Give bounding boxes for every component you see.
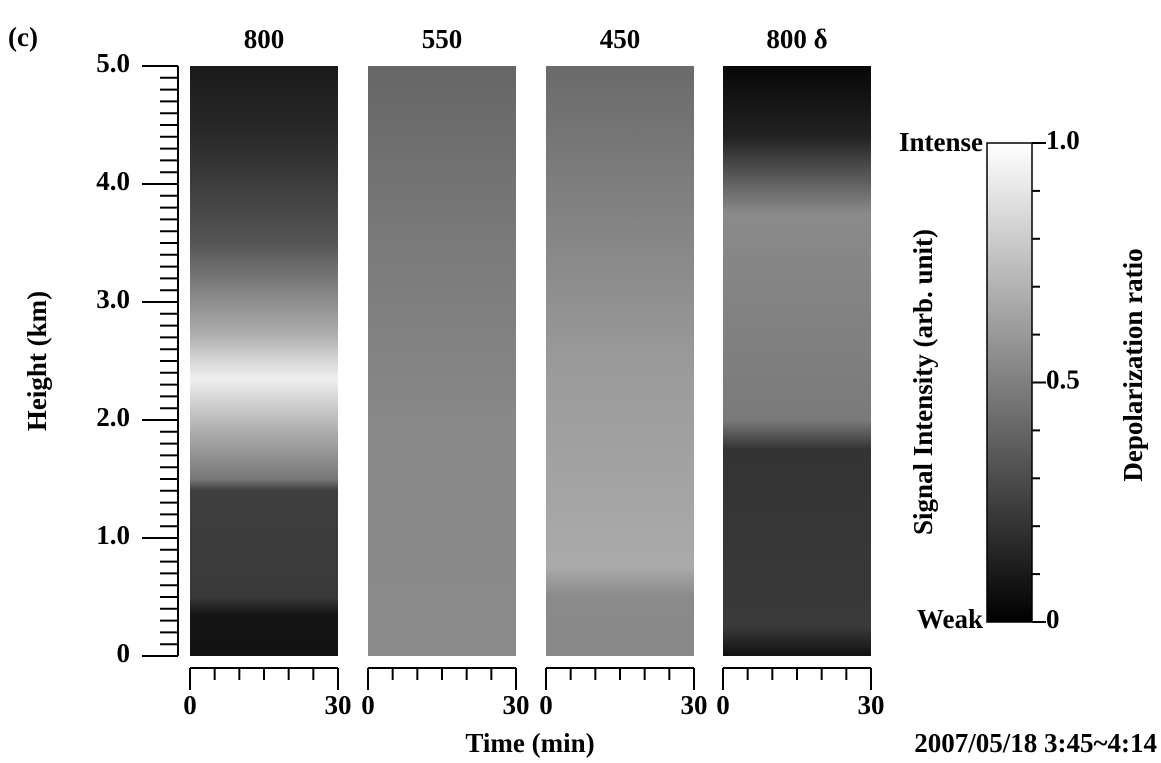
- x-tick-label: 30: [325, 690, 352, 720]
- x-tick-label: 30: [503, 690, 530, 720]
- x-axis-label: Time (min): [465, 728, 594, 758]
- panel-title: 800: [244, 24, 285, 54]
- x-tick-label: 0: [716, 690, 730, 720]
- x-tick-label: 0: [361, 690, 375, 720]
- y-tick-label: 2.0: [96, 402, 130, 432]
- colorbar: [986, 142, 1033, 623]
- colorbar-tick-label: 0: [1046, 604, 1060, 634]
- panel-image: [368, 66, 516, 656]
- colorbar-label: Signal Intensity (arb. unit): [908, 229, 938, 535]
- x-tick-label: 0: [539, 690, 553, 720]
- x-tick-label: 30: [858, 690, 885, 720]
- y-axis-label: Height (km): [22, 291, 52, 431]
- panel-title: 450: [600, 24, 641, 54]
- colorbar-axis-label: Depolarization ratio: [1118, 248, 1148, 481]
- y-tick-label: 1.0: [96, 520, 130, 550]
- y-tick-label: 4.0: [96, 166, 130, 196]
- colorbar-top-label: Intense: [899, 127, 983, 157]
- colorbar-tick-label: 1.0: [1046, 125, 1080, 155]
- y-tick-label: 3.0: [96, 284, 130, 314]
- panel-title: 550: [422, 24, 463, 54]
- panel-label: (c): [8, 22, 38, 52]
- panel-image: [546, 66, 694, 656]
- y-tick-label: 0: [117, 638, 131, 668]
- panel-image: [190, 66, 338, 656]
- colorbar-tick-label: 0.5: [1046, 365, 1080, 395]
- date: 2007/05/18 3:45~4:14: [914, 728, 1157, 758]
- x-tick-label: 0: [183, 690, 197, 720]
- x-tick-label: 30: [681, 690, 708, 720]
- colorbar-bottom-label: Weak: [917, 604, 983, 634]
- y-tick-label: 5.0: [96, 48, 130, 78]
- panel-image: [723, 66, 871, 656]
- panel-title: 800 δ: [766, 24, 827, 54]
